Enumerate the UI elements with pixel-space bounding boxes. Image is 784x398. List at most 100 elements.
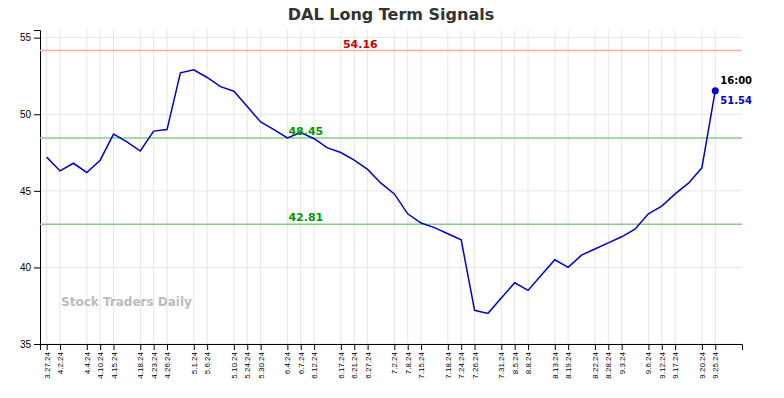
tick: 5.10.24 [230,344,239,379]
tick-mark [595,344,596,350]
tick-label: 7.26.24 [471,351,480,378]
tick-label: 5.6.24 [203,351,212,374]
tick-label: 5.24.24 [243,351,252,378]
tick-label: 3.27.24 [43,351,52,378]
grid [40,30,742,344]
tick-mark [154,344,155,350]
grid-line [40,37,742,38]
tick-label: 4.23.24 [150,351,159,378]
grid-line [314,30,315,344]
title: DAL Long Term Signals [288,5,494,24]
tick-mark [648,344,649,350]
grid-line [528,30,529,344]
reference-line [40,137,742,139]
grid-line [40,267,742,268]
reference-line [40,50,742,52]
tick-mark [555,344,556,350]
tick-label: 4.2.24 [56,351,65,374]
grid-line [701,30,702,344]
tick-label: 7.8.24 [404,351,413,374]
tick: 7.24.24 [457,344,466,379]
tick-label: 4.15.24 [110,351,119,378]
grid-line [340,30,341,344]
axis-line [41,345,743,351]
tick-mark [287,344,288,350]
tick-mark [368,344,369,350]
tick-label: 7.15.24 [417,351,426,378]
grid-line [568,30,569,344]
tick: 5.1.24 [190,344,199,374]
tick: 55 [20,32,40,43]
tick-mark [702,344,703,350]
grid-line [300,30,301,344]
tick: 9.6.24 [644,344,653,374]
tick: 7.18.24 [444,344,453,379]
tick-mark [87,344,88,350]
tick-mark [314,344,315,350]
tick: 5.6.24 [203,344,212,374]
tick: 4.26.24 [163,344,172,379]
tick: 4.10.24 [96,344,105,379]
tick-label: 55 [20,32,32,43]
tick-mark [114,344,115,350]
tick-mark [194,344,195,350]
axis-line [34,31,41,345]
tick-mark [662,344,663,350]
grid-line [394,30,395,344]
plot: 35404550553.27.244.2.244.4.244.10.244.15… [20,30,752,379]
tick-label: 9.17.24 [671,351,680,378]
tick-mark [528,344,529,350]
tick-label: 6.21.24 [350,351,359,378]
grid-line [621,30,622,344]
tick-label: 9.3.24 [618,351,627,374]
grid-line [40,114,742,115]
tick-mark [715,344,716,350]
tick: 8.8.24 [524,344,533,374]
tick-mark [140,344,141,350]
tick-mark [608,344,609,350]
tick-mark [167,344,168,350]
tick: 9.12.24 [658,344,667,379]
tick-label: 7.31.24 [497,351,506,378]
grid-line [661,30,662,344]
grid-line [367,30,368,344]
grid-line [233,30,234,344]
reference-label: 48.45 [288,125,323,138]
tick: 7.26.24 [471,344,480,379]
tick-label: 8.19.24 [564,351,573,378]
tick-label: 5.1.24 [190,351,199,374]
tick-label: 4.4.24 [83,351,92,374]
chart: 35404550553.27.244.2.244.4.244.10.244.15… [0,0,784,398]
x-axis: 3.27.244.2.244.4.244.10.244.15.244.18.24… [41,344,743,379]
tick-mark [568,344,569,350]
tick-label: 8.28.24 [604,351,613,378]
tick: 9.17.24 [671,344,680,379]
tick: 4.2.24 [56,344,65,374]
tick-label: 6.12.24 [310,351,319,378]
grid-line [474,30,475,344]
tick-mark [501,344,502,350]
grid-line [648,30,649,344]
tick-label: 45 [20,186,32,197]
tick: 7.15.24 [417,344,426,379]
tick-label: 35 [20,339,32,350]
grid-line [514,30,515,344]
tick-mark [34,114,40,115]
reference-line [40,224,742,226]
tick-label: 8.13.24 [551,351,560,378]
y-axis: 3540455055 [20,31,41,350]
grid-line [608,30,609,344]
tick: 8.5.24 [511,344,520,374]
tick: 6.12.24 [310,344,319,379]
tick-mark [60,344,61,350]
tick: 40 [20,262,40,273]
tick-mark [341,344,342,350]
tick: 5.30.24 [257,344,266,379]
tick-mark [461,344,462,350]
tick-mark [622,344,623,350]
tick: 4.15.24 [110,344,119,379]
tick: 9.20.24 [698,344,707,379]
tick: 6.21.24 [350,344,359,379]
tick-mark [34,344,40,345]
tick: 9.25.24 [711,344,720,379]
